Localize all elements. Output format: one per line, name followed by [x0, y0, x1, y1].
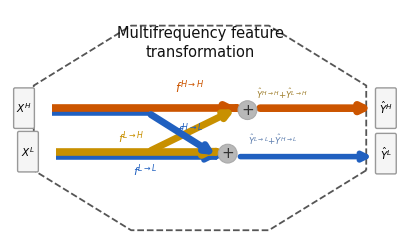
Text: $\hat{Y}^{H \to H}$+$\hat{Y}^{L \to H}$: $\hat{Y}^{H \to H}$+$\hat{Y}^{L \to H}$ [256, 86, 308, 101]
Text: $\hat{Y}^L$: $\hat{Y}^L$ [380, 146, 392, 162]
Text: $f^{L \to L}$: $f^{L \to L}$ [134, 162, 158, 179]
Text: $f^{L \to H}$: $f^{L \to H}$ [118, 130, 144, 146]
Text: $\hat{Y}^{L \to L}$+$\hat{Y}^{H \to L}$: $\hat{Y}^{L \to L}$+$\hat{Y}^{H \to L}$ [248, 133, 297, 147]
FancyBboxPatch shape [376, 133, 396, 174]
Text: $f^{H \to L}$: $f^{H \to L}$ [177, 122, 203, 138]
Text: +: + [221, 146, 234, 161]
Text: $f^{H \to H}$: $f^{H \to H}$ [176, 80, 205, 97]
Circle shape [238, 101, 257, 120]
Text: $X^L$: $X^L$ [21, 145, 35, 159]
FancyBboxPatch shape [14, 88, 34, 128]
FancyBboxPatch shape [18, 131, 38, 172]
Text: $X^H$: $X^H$ [16, 101, 32, 115]
Text: Multifrequency feature
transformation: Multifrequency feature transformation [116, 25, 284, 60]
Text: +: + [241, 103, 254, 118]
Circle shape [218, 144, 237, 163]
FancyBboxPatch shape [376, 88, 396, 128]
Text: $\hat{Y}^H$: $\hat{Y}^H$ [379, 100, 393, 116]
